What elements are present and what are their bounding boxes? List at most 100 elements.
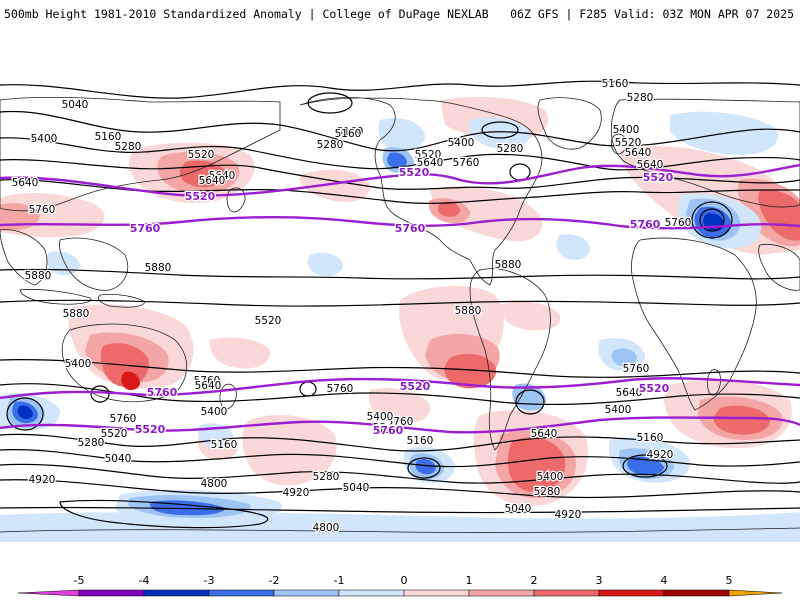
colorbar-segment <box>468 589 535 597</box>
height-contour <box>0 299 800 307</box>
anomaly-positive-region <box>508 437 566 492</box>
contour-5760-south <box>0 377 800 400</box>
anomaly-shading <box>0 97 800 542</box>
contour-label: 5760 <box>327 383 354 395</box>
anomaly-positive-region <box>713 405 770 435</box>
contour-label: 5520 <box>415 149 442 161</box>
height-contour <box>0 433 800 452</box>
height-contour <box>0 463 800 484</box>
contour-label: 4800 <box>201 478 228 490</box>
contour-label: 4800 <box>313 522 340 534</box>
south-america-coast <box>469 268 551 451</box>
contour-label: 5880 <box>145 262 172 274</box>
contour-label: 5880 <box>25 270 52 282</box>
contour-label: 5040 <box>505 503 532 515</box>
contour-5520-north <box>0 163 800 197</box>
closed-low-contour <box>6 397 44 431</box>
colorbar-segment <box>338 589 405 597</box>
anomaly-positive-region <box>368 388 431 424</box>
anomaly-negative-region <box>149 500 225 516</box>
africa-coast <box>631 237 757 411</box>
new-zealand-coast <box>219 383 237 410</box>
contour-label: 5760 <box>29 204 56 216</box>
highlight-contour-label: 5760 <box>395 222 426 235</box>
contour-label: 5520 <box>615 137 642 149</box>
anomaly-positive-region <box>444 353 497 389</box>
contour-label: 5160 <box>637 432 664 444</box>
uk-coast <box>610 133 627 155</box>
colorbar-ticks: -5 -4 -3 -2 -1 0 1 2 3 4 5 <box>74 574 733 587</box>
highlight-contours <box>0 163 800 434</box>
header-bar: 500mb Height 1981-2010 Standardized Anom… <box>0 0 800 30</box>
anomaly-positive-region <box>121 371 140 391</box>
colorbar-tick-label: -2 <box>269 574 280 587</box>
contour-label: 5760 <box>387 416 414 428</box>
contour-label: 5760 <box>623 363 650 375</box>
highlight-contour-label: 5520 <box>400 380 431 393</box>
contour-label: 5880 <box>63 308 90 320</box>
contour-label: 5760 <box>453 157 480 169</box>
contour-label: 5520 <box>188 149 215 161</box>
colorbar-tick-label: -4 <box>139 574 150 587</box>
highlight-contour-label: 5760 <box>147 386 178 399</box>
colorbar-segment <box>403 589 470 597</box>
map-title: 500mb Height 1981-2010 Standardized Anom… <box>4 7 489 21</box>
anomaly-negative-region <box>556 234 590 260</box>
height-contour <box>0 137 800 171</box>
highlight-contour-label: 5520 <box>185 190 216 203</box>
contour-label: 5640 <box>195 380 222 392</box>
indonesia-coast <box>19 289 92 305</box>
colorbar-segment <box>598 589 665 597</box>
contour-label: 5520 <box>377 424 404 436</box>
colorbar-segment <box>143 589 210 597</box>
contour-label: 5160 <box>335 128 362 140</box>
contour-label: 5640 <box>417 157 444 169</box>
highlight-contour-label: 5520 <box>135 423 166 436</box>
highlight-contour-label: 5760 <box>630 218 661 231</box>
colorbar-tick-label: -3 <box>204 574 215 587</box>
highlight-contour-label: 5520 <box>639 382 670 395</box>
colorbar-tick-label: 2 <box>531 574 538 587</box>
colorbar-segments <box>17 589 783 597</box>
closed-low-contour <box>481 121 519 139</box>
contour-label: 5040 <box>105 453 132 465</box>
anomaly-positive-region <box>758 189 800 241</box>
colorbar-segment <box>273 589 340 597</box>
contour-label: 5400 <box>537 471 564 483</box>
colorbar-tick-label: 0 <box>401 574 408 587</box>
colorbar-tick-label: 1 <box>466 574 473 587</box>
closed-low-contour <box>90 385 110 403</box>
contour-label: 5640 <box>199 175 226 187</box>
colorbar-segment <box>533 589 600 597</box>
contour-label: 4920 <box>283 487 310 499</box>
antarctica-coast <box>0 527 800 533</box>
anomaly-negative-region <box>415 458 436 475</box>
height-contour <box>0 359 800 378</box>
anomaly-negative-region <box>627 456 664 476</box>
contour-label: 5520 <box>373 422 400 434</box>
contour-label: 5640 <box>12 177 39 189</box>
contour-label: 5160 <box>337 126 364 138</box>
height-contour <box>0 268 800 280</box>
anomaly-positive-region <box>242 415 337 486</box>
closed-low-contour <box>691 201 733 239</box>
contour-label: 5040 <box>343 482 370 494</box>
colorbar-tick-label: -1 <box>334 574 345 587</box>
contour-5520-south <box>0 416 800 434</box>
highlight-contour-label: 5520 <box>399 166 430 179</box>
closed-low-contour <box>699 208 725 232</box>
contour-label: 5160 <box>211 439 238 451</box>
anomaly-negative-region <box>611 348 637 367</box>
colorbar: -5 -4 -3 -2 -1 0 1 2 3 4 5 <box>17 574 783 597</box>
contour-label: 5400 <box>31 133 58 145</box>
anomaly-negative-region <box>0 512 800 542</box>
colorbar-tick-label: 5 <box>726 574 733 587</box>
colorbar-segment <box>663 589 730 597</box>
height-contour <box>0 80 800 99</box>
contour-label: 4920 <box>555 509 582 521</box>
highlight-contour-label: 5760 <box>130 222 161 235</box>
contour-label: 5400 <box>605 404 632 416</box>
contour-5760-north <box>0 215 800 230</box>
greenland-coast <box>537 97 602 150</box>
